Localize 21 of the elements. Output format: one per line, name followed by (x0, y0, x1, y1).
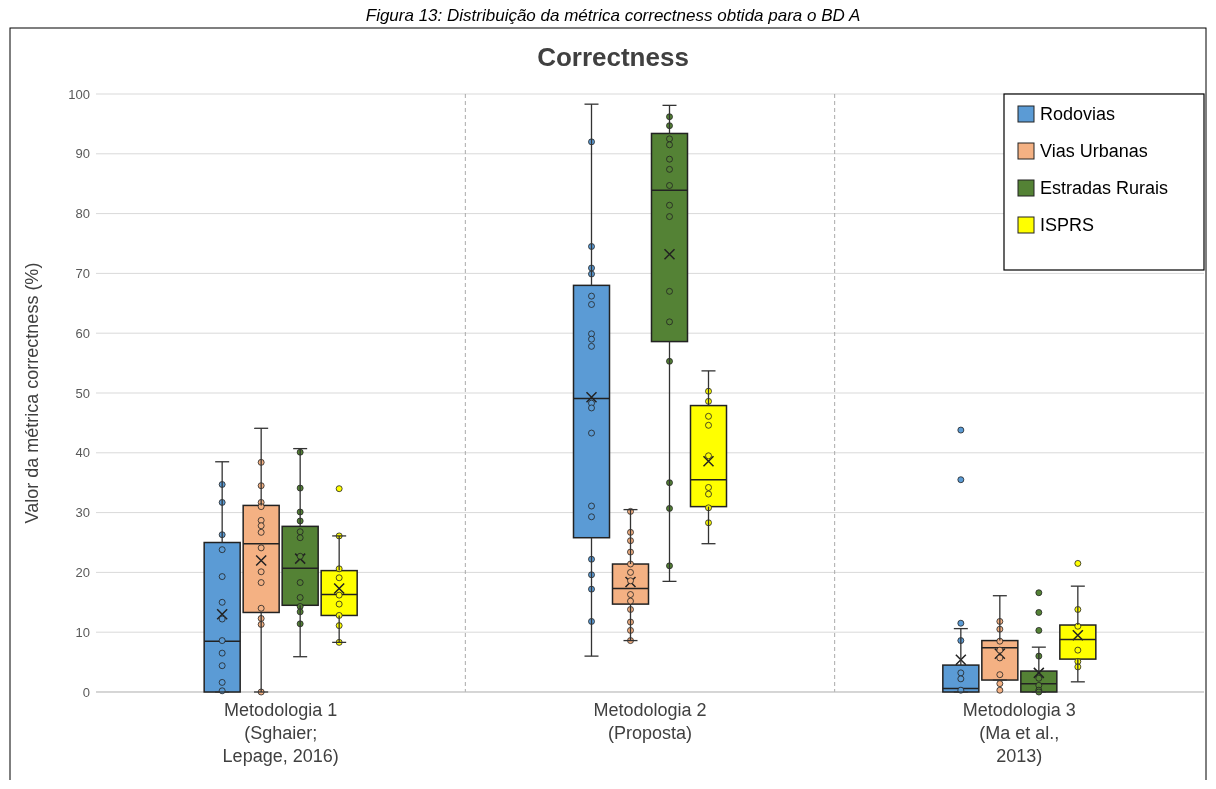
chart-title: Correctness (537, 42, 689, 72)
text: Figura 13: Distribuição da métrica correctness obtida para o BD A (365, 6, 861, 25)
y-axis-title: Valor da métrica correctness (%) (22, 262, 42, 524)
y-tick-label: 10 (75, 624, 90, 640)
y-tick-label: 70 (75, 265, 90, 281)
x-tick-label: Metodologia 1 (Sghaier; Lepage, 2016) (222, 700, 339, 766)
y-tick-label: 60 (75, 325, 90, 341)
x-tick-label: Metodologia 3 (Ma et al., 2013) (962, 700, 1076, 766)
y-tick-label: 30 (75, 505, 90, 521)
legend-label: ISPRS (1040, 215, 1095, 236)
x-tick-label: Metodologia 2 (Proposta) (593, 700, 707, 743)
legend-label: Rodovias (1040, 104, 1116, 125)
y-tick-label: 0 (82, 684, 90, 700)
legend-label: Vias Urbanas (1040, 141, 1148, 162)
legend-label: Estradas Rurais (1040, 178, 1169, 199)
y-tick-label: 50 (75, 385, 90, 401)
y-tick-label: 80 (75, 206, 90, 222)
y-tick-label: 40 (75, 445, 90, 461)
y-tick-label: 90 (75, 146, 90, 162)
y-tick-label: 20 (75, 564, 90, 580)
y-tick-label: 100 (68, 86, 90, 102)
